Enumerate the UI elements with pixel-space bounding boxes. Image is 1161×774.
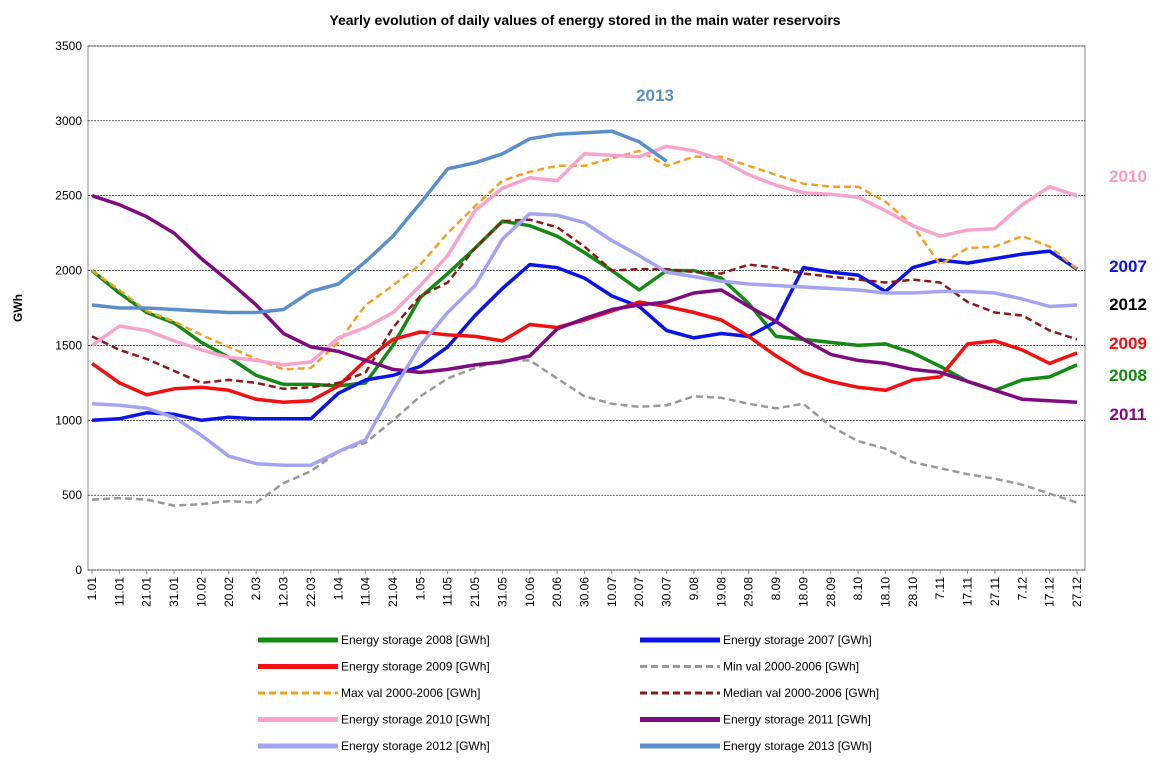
x-tick-label: 18.09 bbox=[796, 577, 810, 607]
series-line bbox=[91, 194, 1078, 405]
x-tick-label: 28.10 bbox=[906, 577, 920, 607]
legend-label: Energy storage 2008 [GWh] bbox=[341, 633, 490, 647]
x-tick-label: 20.06 bbox=[550, 577, 564, 607]
x-tick-label: 10.07 bbox=[605, 577, 619, 607]
x-tick-label: 21.05 bbox=[468, 577, 482, 607]
x-tick-label: 29.08 bbox=[742, 577, 756, 607]
legend-label: Energy storage 2012 [GWh] bbox=[341, 739, 490, 753]
x-tick-label: 10.06 bbox=[523, 577, 537, 607]
x-tick-label: 1.05 bbox=[413, 577, 427, 601]
series-line bbox=[90, 144, 1078, 367]
x-tick-label: 1.01 bbox=[85, 577, 99, 601]
x-tick-label: 9.08 bbox=[687, 577, 701, 601]
x-tick-label: 27.11 bbox=[988, 577, 1002, 606]
x-tick-label: 20.02 bbox=[222, 577, 236, 607]
series-line bbox=[90, 219, 1078, 393]
series-line bbox=[91, 211, 1078, 467]
series-line bbox=[91, 149, 1078, 371]
x-tick-label: 19.08 bbox=[714, 577, 728, 607]
annotation: 2009 bbox=[1109, 334, 1147, 353]
y-tick-label: 1000 bbox=[55, 413, 82, 427]
y-tick-label: 1500 bbox=[55, 338, 82, 352]
y-tick-label: 2500 bbox=[55, 189, 82, 203]
x-tick-label: 7.12 bbox=[1015, 577, 1029, 601]
x-tick-label: 8.09 bbox=[769, 577, 783, 601]
x-tick-label: 28.09 bbox=[824, 577, 838, 607]
annotation: 2012 bbox=[1109, 295, 1147, 314]
x-tick-label: 18.10 bbox=[878, 577, 892, 607]
legend-label: Energy storage 2010 [GWh] bbox=[341, 713, 490, 727]
x-tick-label: 7.11 bbox=[933, 577, 947, 600]
legend-label: Energy storage 2007 [GWh] bbox=[723, 633, 872, 647]
annotation: 2011 bbox=[1110, 405, 1147, 424]
legend-label: Min val 2000-2006 [GWh] bbox=[723, 660, 859, 674]
y-tick-label: 0 bbox=[75, 563, 82, 577]
y-tick-label: 2000 bbox=[55, 264, 82, 278]
x-tick-label: 17.12 bbox=[1043, 577, 1057, 607]
x-tick-label: 21.04 bbox=[386, 577, 400, 607]
x-tick-label: 1.04 bbox=[331, 577, 345, 601]
x-tick-label: 8.10 bbox=[851, 577, 865, 601]
y-tick-label: 500 bbox=[62, 488, 82, 502]
x-tick-label: 2.03 bbox=[249, 577, 263, 601]
series-line bbox=[91, 359, 1078, 507]
annotation: 2010 bbox=[1109, 167, 1147, 186]
annotation: 2013 bbox=[636, 86, 674, 105]
x-tick-label: 27.12 bbox=[1070, 577, 1084, 607]
annotation: 2008 bbox=[1109, 366, 1147, 385]
x-tick-label: 21.01 bbox=[140, 577, 154, 607]
legend-label: Median val 2000-2006 [GWh] bbox=[723, 686, 879, 700]
x-tick-label: 31.01 bbox=[167, 577, 181, 607]
y-tick-label: 3000 bbox=[55, 114, 82, 128]
x-tick-label: 30.07 bbox=[660, 577, 674, 607]
x-tick-label: 31.05 bbox=[495, 577, 509, 607]
x-tick-label: 22.03 bbox=[304, 577, 318, 607]
x-tick-label: 12.03 bbox=[277, 577, 291, 607]
x-tick-label: 11.04 bbox=[359, 577, 373, 606]
y-axis-label: GWh bbox=[11, 294, 25, 322]
x-tick-label: 10.02 bbox=[194, 577, 208, 607]
y-tick-label: 3500 bbox=[55, 39, 82, 53]
legend-label: Energy storage 2011 [GWh] bbox=[723, 713, 871, 727]
x-tick-label: 11.01 bbox=[112, 577, 126, 606]
x-tick-label: 20.07 bbox=[632, 577, 646, 607]
legend-label: Energy storage 2009 [GWh] bbox=[341, 660, 490, 674]
x-tick-label: 30.06 bbox=[578, 577, 592, 607]
plot-frame bbox=[87, 45, 1086, 571]
x-tick-label: 11.05 bbox=[441, 577, 455, 606]
series-line bbox=[91, 249, 1078, 423]
annotation: 2007 bbox=[1109, 257, 1147, 276]
legend-label: Max val 2000-2006 [GWh] bbox=[341, 686, 480, 700]
chart-title: Yearly evolution of daily values of ener… bbox=[329, 12, 840, 28]
series-line bbox=[91, 129, 668, 315]
legend-label: Energy storage 2013 [GWh] bbox=[723, 739, 872, 753]
x-tick-label: 17.11 bbox=[961, 577, 975, 606]
